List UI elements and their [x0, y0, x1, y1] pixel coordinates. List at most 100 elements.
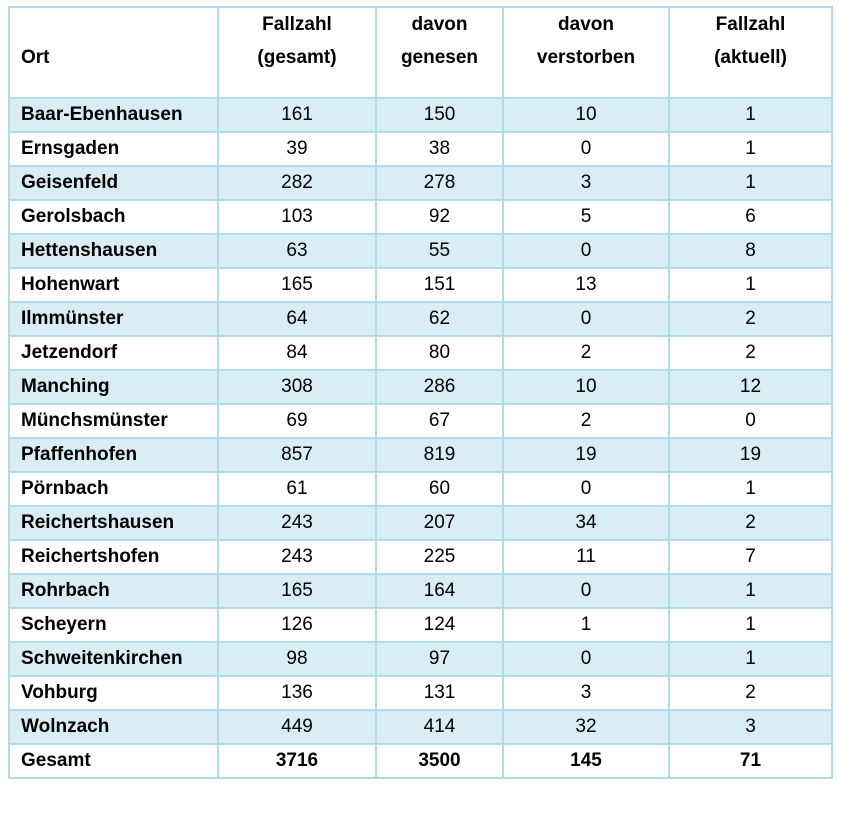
davon-genesen-cell: 62	[375, 300, 504, 337]
ort-cell: Vohburg	[8, 674, 219, 711]
table-row: Gerolsbach 103 92 5 6	[8, 198, 833, 235]
davon-genesen-cell: 151	[375, 266, 504, 303]
fallzahl-gesamt-cell: 3716	[217, 742, 377, 779]
table-row: Geisenfeld 282 278 3 1	[8, 164, 833, 201]
fallzahl-aktuell-cell: 7	[668, 538, 833, 575]
fallzahl-gesamt-cell: 308	[217, 368, 377, 405]
fallzahl-gesamt-cell: 243	[217, 504, 377, 541]
case-statistics-table-wrap: Ort Fallzahl (gesamt) davon genesen davo…	[8, 6, 833, 779]
davon-verstorben-cell: 0	[502, 640, 670, 677]
davon-genesen-cell: 278	[375, 164, 504, 201]
fallzahl-gesamt-cell: 161	[217, 96, 377, 133]
ort-cell: Baar-Ebenhausen	[8, 96, 219, 133]
ort-cell: Reichertshofen	[8, 538, 219, 575]
ort-cell: Münchsmünster	[8, 402, 219, 439]
fallzahl-gesamt-cell: 449	[217, 708, 377, 745]
davon-genesen-cell: 164	[375, 572, 504, 609]
header-fallzahl-aktuell: Fallzahl (aktuell)	[668, 6, 833, 99]
fallzahl-gesamt-cell: 243	[217, 538, 377, 575]
fallzahl-gesamt-cell: 98	[217, 640, 377, 677]
table-row: Hettenshausen 63 55 0 8	[8, 232, 833, 269]
davon-verstorben-cell: 0	[502, 572, 670, 609]
header-davon-verstorben: davon verstorben	[502, 6, 670, 99]
fallzahl-aktuell-cell: 12	[668, 368, 833, 405]
davon-genesen-cell: 819	[375, 436, 504, 473]
header-line: davon	[411, 14, 468, 35]
fallzahl-gesamt-cell: 165	[217, 266, 377, 303]
fallzahl-aktuell-cell: 1	[668, 606, 833, 643]
fallzahl-aktuell-cell: 6	[668, 198, 833, 235]
davon-verstorben-cell: 5	[502, 198, 670, 235]
fallzahl-gesamt-cell: 126	[217, 606, 377, 643]
fallzahl-gesamt-cell: 282	[217, 164, 377, 201]
davon-verstorben-cell: 0	[502, 300, 670, 337]
davon-genesen-cell: 225	[375, 538, 504, 575]
davon-genesen-cell: 92	[375, 198, 504, 235]
table-row: Wolnzach 449 414 32 3	[8, 708, 833, 745]
davon-genesen-cell: 150	[375, 96, 504, 133]
table-row: Reichertshofen 243 225 11 7	[8, 538, 833, 575]
fallzahl-gesamt-cell: 63	[217, 232, 377, 269]
fallzahl-aktuell-cell: 1	[668, 470, 833, 507]
davon-verstorben-cell: 3	[502, 164, 670, 201]
case-statistics-table: Ort Fallzahl (gesamt) davon genesen davo…	[8, 6, 833, 779]
table-row: Baar-Ebenhausen 161 150 10 1	[8, 96, 833, 133]
table-body: Baar-Ebenhausen 161 150 10 1 Ernsgaden 3…	[8, 96, 833, 779]
davon-verstorben-cell: 11	[502, 538, 670, 575]
header-line: davon	[558, 14, 614, 35]
header-line: verstorben	[536, 47, 636, 69]
header-row: Ort Fallzahl (gesamt) davon genesen davo…	[8, 6, 833, 99]
fallzahl-aktuell-cell: 1	[668, 266, 833, 303]
fallzahl-aktuell-cell: 0	[668, 402, 833, 439]
davon-genesen-cell: 207	[375, 504, 504, 541]
fallzahl-aktuell-cell: 71	[668, 742, 833, 779]
fallzahl-aktuell-cell: 1	[668, 96, 833, 133]
table-row: Scheyern 126 124 1 1	[8, 606, 833, 643]
ort-cell: Ernsgaden	[8, 130, 219, 167]
header-line: genesen	[400, 47, 479, 69]
davon-verstorben-cell: 0	[502, 130, 670, 167]
ort-cell: Ilmmünster	[8, 300, 219, 337]
davon-verstorben-cell: 3	[502, 674, 670, 711]
ort-cell: Hohenwart	[8, 266, 219, 303]
ort-cell: Wolnzach	[8, 708, 219, 745]
davon-genesen-cell: 38	[375, 130, 504, 167]
fallzahl-gesamt-cell: 857	[217, 436, 377, 473]
davon-verstorben-cell: 32	[502, 708, 670, 745]
davon-genesen-cell: 414	[375, 708, 504, 745]
header-line: Fallzahl	[715, 14, 786, 35]
davon-genesen-cell: 67	[375, 402, 504, 439]
table-row: Vohburg 136 131 3 2	[8, 674, 833, 711]
header-line: (aktuell)	[714, 47, 787, 69]
fallzahl-aktuell-cell: 2	[668, 504, 833, 541]
davon-verstorben-cell: 19	[502, 436, 670, 473]
fallzahl-gesamt-cell: 165	[217, 572, 377, 609]
davon-verstorben-cell: 1	[502, 606, 670, 643]
header-line: Fallzahl	[262, 14, 332, 35]
davon-genesen-cell: 80	[375, 334, 504, 371]
header-ort-label: Ort	[21, 47, 50, 69]
davon-genesen-cell: 3500	[375, 742, 504, 779]
davon-verstorben-cell: 2	[502, 334, 670, 371]
header-davon-genesen: davon genesen	[375, 6, 504, 99]
davon-verstorben-cell: 10	[502, 96, 670, 133]
fallzahl-aktuell-cell: 19	[668, 436, 833, 473]
fallzahl-aktuell-cell: 8	[668, 232, 833, 269]
header-fallzahl-gesamt: Fallzahl (gesamt)	[217, 6, 377, 99]
fallzahl-aktuell-cell: 2	[668, 334, 833, 371]
table-row: Schweitenkirchen 98 97 0 1	[8, 640, 833, 677]
table-row: Pfaffenhofen 857 819 19 19	[8, 436, 833, 473]
davon-genesen-cell: 124	[375, 606, 504, 643]
table-row: Münchsmünster 69 67 2 0	[8, 402, 833, 439]
davon-verstorben-cell: 10	[502, 368, 670, 405]
table-row: Ernsgaden 39 38 0 1	[8, 130, 833, 167]
fallzahl-gesamt-cell: 61	[217, 470, 377, 507]
davon-verstorben-cell: 0	[502, 470, 670, 507]
table-row: Ilmmünster 64 62 0 2	[8, 300, 833, 337]
fallzahl-aktuell-cell: 2	[668, 674, 833, 711]
header-ort: Ort	[8, 6, 219, 99]
davon-genesen-cell: 97	[375, 640, 504, 677]
fallzahl-aktuell-cell: 3	[668, 708, 833, 745]
total-row: Gesamt 3716 3500 145 71	[8, 742, 833, 779]
table-header: Ort Fallzahl (gesamt) davon genesen davo…	[8, 6, 833, 99]
